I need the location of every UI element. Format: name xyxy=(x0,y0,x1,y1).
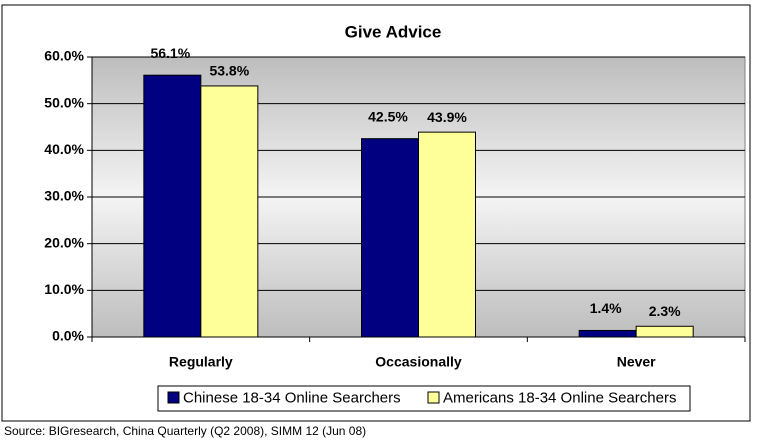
legend-swatch xyxy=(427,391,440,404)
value-label: 1.4% xyxy=(590,300,622,316)
source-note: Source: BIGresearch, China Quarterly (Q2… xyxy=(4,424,366,438)
bar xyxy=(418,131,476,338)
bar xyxy=(578,329,637,338)
bar xyxy=(361,138,419,338)
chart-title: Give Advice xyxy=(345,22,442,41)
x-tick-label: Regularly xyxy=(169,354,233,370)
y-tick-label: 0.0% xyxy=(52,328,84,344)
y-tick-label: 20.0% xyxy=(44,234,84,250)
y-tick-label: 10.0% xyxy=(44,281,84,297)
value-label: 42.5% xyxy=(368,108,408,124)
bar xyxy=(635,325,694,338)
legend xyxy=(157,385,691,412)
bar xyxy=(200,85,259,338)
y-tick-label: 50.0% xyxy=(44,94,84,110)
y-tick-label: 40.0% xyxy=(44,141,84,157)
legend-label: Americans 18-34 Online Searchers xyxy=(443,389,676,406)
bar xyxy=(143,74,202,338)
x-tick-label: Occasionally xyxy=(375,354,462,370)
value-label: 53.8% xyxy=(209,63,249,79)
x-tick-label: Never xyxy=(617,354,656,370)
value-label: 43.9% xyxy=(427,109,467,125)
value-label: 2.3% xyxy=(649,303,681,319)
legend-swatch xyxy=(167,391,180,404)
value-label: 56.1% xyxy=(150,45,190,61)
y-tick-label: 60.0% xyxy=(44,48,84,64)
y-tick-label: 30.0% xyxy=(44,188,84,204)
legend-label: Chinese 18-34 Online Searchers xyxy=(183,389,401,406)
